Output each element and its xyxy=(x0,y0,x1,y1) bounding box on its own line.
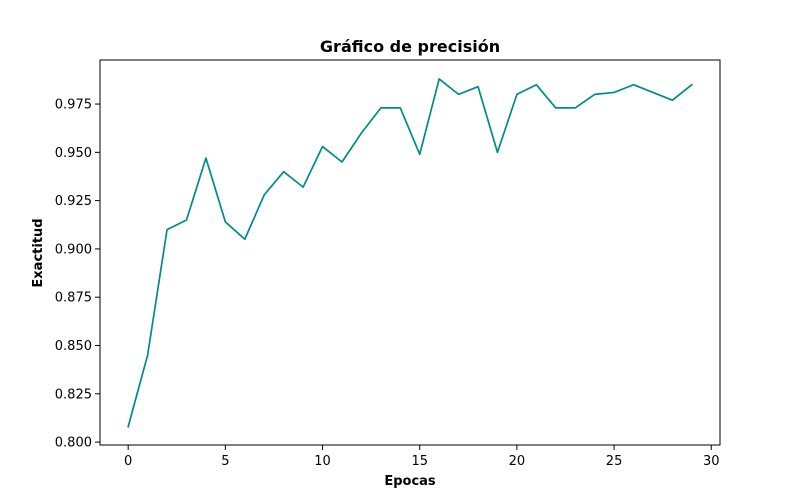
accuracy-data-point xyxy=(321,145,323,147)
x-tick-label: 30 xyxy=(703,454,720,469)
accuracy-data-point xyxy=(438,78,440,80)
y-tick-label: 0.950 xyxy=(55,146,92,161)
accuracy-data-point xyxy=(457,93,459,95)
y-axis-ticks: 0.800 0.825 0.850 0.875 0.900 0.925 0.950 0.975 xyxy=(55,98,100,451)
x-tick-label: 10 xyxy=(314,454,331,469)
accuracy-data-point xyxy=(593,93,595,95)
accuracy-line-series xyxy=(127,78,694,428)
x-tick-label: 25 xyxy=(606,454,623,469)
y-tick-label: 0.850 xyxy=(55,339,92,354)
accuracy-data-point xyxy=(302,186,304,188)
accuracy-data-point xyxy=(496,151,498,153)
accuracy-data-point xyxy=(535,84,537,86)
x-axis-label: Epocas xyxy=(384,474,436,489)
x-tick-label: 20 xyxy=(509,454,526,469)
y-tick-label: 0.825 xyxy=(55,387,92,402)
accuracy-data-point xyxy=(127,425,129,427)
accuracy-data-point xyxy=(613,91,615,93)
chart-title: Gráfico de precisión xyxy=(320,37,500,56)
accuracy-data-point xyxy=(419,153,421,155)
accuracy-data-point xyxy=(516,93,518,95)
accuracy-data-point xyxy=(185,219,187,221)
accuracy-data-point xyxy=(360,132,362,134)
y-tick-label: 0.900 xyxy=(55,242,92,257)
accuracy-data-point xyxy=(205,157,207,159)
accuracy-data-point xyxy=(632,84,634,86)
x-tick-label: 0 xyxy=(124,454,132,469)
y-tick-label: 0.975 xyxy=(55,98,92,113)
x-tick-label: 15 xyxy=(411,454,428,469)
accuracy-data-point xyxy=(671,99,673,101)
accuracy-data-point xyxy=(282,170,284,172)
y-axis-label: Exactitud xyxy=(31,218,46,287)
accuracy-data-point xyxy=(399,107,401,109)
accuracy-data-point xyxy=(224,221,226,223)
accuracy-data-point xyxy=(244,238,246,240)
accuracy-data-point xyxy=(574,107,576,109)
accuracy-data-point xyxy=(477,85,479,87)
y-tick-label: 0.875 xyxy=(55,291,92,306)
y-tick-label: 0.800 xyxy=(55,436,92,451)
plot-area-frame xyxy=(99,59,721,446)
accuracy-data-point xyxy=(691,84,693,86)
series-layer xyxy=(127,78,694,428)
accuracy-data-point xyxy=(652,91,654,93)
accuracy-data-point xyxy=(166,228,168,230)
x-tick-label: 5 xyxy=(221,454,229,469)
y-tick-label: 0.925 xyxy=(55,194,92,209)
accuracy-data-point xyxy=(146,354,148,356)
accuracy-data-point xyxy=(380,107,382,109)
accuracy-data-point xyxy=(341,161,343,163)
accuracy-data-point xyxy=(263,194,265,196)
x-axis-ticks: 0 5 10 15 20 25 30 xyxy=(124,445,720,469)
accuracy-data-point xyxy=(555,107,557,109)
